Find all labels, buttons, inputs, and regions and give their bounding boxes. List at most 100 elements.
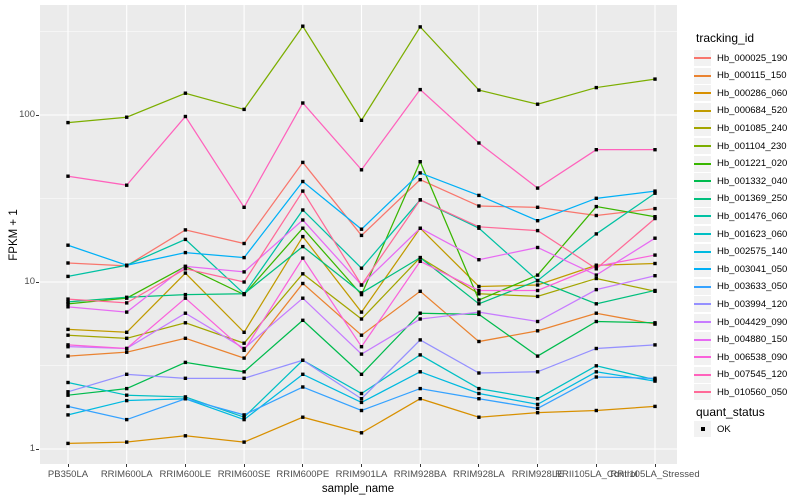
x-tick-label-RRIM901LA: RRIM901LA: [335, 469, 388, 480]
data-point-marker: [477, 204, 481, 208]
data-point-marker: [535, 205, 540, 209]
legend-line-swatch: [694, 285, 711, 288]
data-point-marker: [535, 288, 540, 293]
data-point-marker: [594, 319, 598, 324]
legend-label-Hb_003041_050: Hb_003041_050: [717, 263, 788, 275]
data-point-marker: [66, 441, 70, 446]
data-point-marker: [125, 310, 129, 314]
data-point-marker: [418, 25, 422, 29]
legend-line-swatch: [694, 250, 711, 253]
data-point-marker: [653, 404, 657, 409]
data-point-marker: [301, 385, 305, 389]
legend-key-Hb_003633_050: [694, 278, 711, 295]
legend-label-Hb_010560_050: Hb_010560_050: [717, 386, 788, 398]
data-point-marker: [359, 372, 364, 376]
data-point-marker: [359, 333, 364, 337]
data-point-marker: [359, 168, 364, 172]
data-point-marker: [359, 227, 364, 231]
data-point-marker: [125, 336, 129, 340]
legend-line-swatch: [694, 321, 711, 323]
data-point-marker: [183, 321, 188, 325]
data-point-marker: [594, 264, 598, 269]
data-point-marker: [242, 356, 246, 360]
data-point-marker: [301, 160, 305, 165]
data-point-marker: [183, 267, 188, 271]
data-point-marker: [183, 292, 188, 297]
data-point-marker: [242, 413, 246, 417]
x-tick-mark: [67, 464, 69, 467]
data-point-marker: [125, 301, 129, 305]
legend-label-Hb_007545_120: Hb_007545_120: [717, 369, 788, 381]
x-axis-title: sample_name: [321, 483, 395, 495]
legend-label-quant-OK: OK: [717, 423, 731, 435]
x-tick-label-RRIM600SE: RRIM600SE: [217, 469, 271, 480]
data-point-marker: [535, 283, 540, 287]
y-tick-label-1: 1: [29, 443, 35, 454]
x-tick-label-RRIM928LA: RRIM928LA: [453, 469, 505, 480]
data-point-marker: [301, 358, 305, 362]
legend-line-swatch: [694, 268, 711, 271]
data-point-marker: [535, 245, 540, 250]
legend-key-Hb_003994_120: [694, 296, 711, 313]
x-tick-mark: [302, 464, 304, 467]
data-point-marker: [359, 266, 364, 270]
data-point-marker: [477, 284, 481, 289]
x-tick-label-PB350LA: PB350LA: [47, 469, 89, 480]
data-point-marker: [66, 345, 70, 349]
data-point-marker: [653, 236, 657, 240]
data-point-marker: [66, 354, 70, 358]
data-point-marker: [418, 178, 422, 182]
data-point-marker: [242, 348, 246, 352]
legend-line-swatch: [694, 180, 711, 183]
legend-label-Hb_002575_140: Hb_002575_140: [717, 246, 788, 258]
data-point-marker: [477, 302, 481, 306]
data-point-marker: [125, 386, 129, 391]
data-point-marker: [66, 390, 70, 394]
y-tick-label-100: 100: [19, 109, 35, 120]
data-point-marker: [301, 179, 305, 184]
x-tick-mark: [419, 464, 421, 467]
data-point-marker: [594, 267, 598, 271]
legend-line-swatch: [694, 391, 711, 394]
legend: tracking_id Hb_000025_190 Hb_000115_150 Hb…: [694, 0, 800, 500]
data-point-marker: [535, 370, 540, 374]
data-point-marker: [535, 411, 540, 415]
data-point-marker: [359, 397, 364, 401]
data-point-marker: [301, 272, 305, 276]
data-point-marker: [125, 115, 129, 119]
data-point-marker: [477, 258, 481, 262]
data-point-marker: [594, 364, 598, 368]
data-point-marker: [66, 302, 70, 306]
data-point-marker: [183, 271, 188, 275]
data-point-marker: [594, 408, 598, 413]
x-tick-mark: [595, 464, 597, 467]
data-point-marker: [183, 250, 188, 255]
data-point-marker: [301, 415, 305, 419]
x-tick-label-RRIM928LE: RRIM928LE: [511, 469, 564, 480]
legend-line-swatch: [694, 233, 711, 235]
data-point-marker: [653, 206, 657, 211]
data-point-marker: [125, 346, 129, 351]
legend-key-Hb_004880_150: [694, 331, 711, 348]
data-point-marker: [535, 219, 540, 223]
x-tick-mark: [537, 464, 539, 467]
data-point-marker: [301, 281, 305, 286]
data-point-marker: [183, 376, 188, 380]
data-point-marker: [535, 397, 540, 401]
data-point-marker: [477, 88, 481, 92]
data-point-marker: [301, 218, 305, 222]
data-point-marker: [66, 174, 70, 178]
legend-line-swatch: [694, 162, 711, 165]
legend-line-swatch: [694, 356, 711, 359]
data-point-marker: [594, 196, 598, 200]
data-point-marker: [477, 391, 481, 396]
data-point-marker: [653, 215, 657, 219]
data-point-marker: [183, 264, 188, 269]
data-point-marker: [242, 417, 246, 422]
legend-label-Hb_004880_150: Hb_004880_150: [717, 334, 788, 346]
data-point-marker: [477, 310, 481, 314]
plot-panel: [40, 5, 677, 464]
x-tick-label-RRIM928BA: RRIM928BA: [393, 469, 447, 480]
data-point-marker: [242, 241, 246, 246]
data-point-marker: [301, 318, 305, 322]
